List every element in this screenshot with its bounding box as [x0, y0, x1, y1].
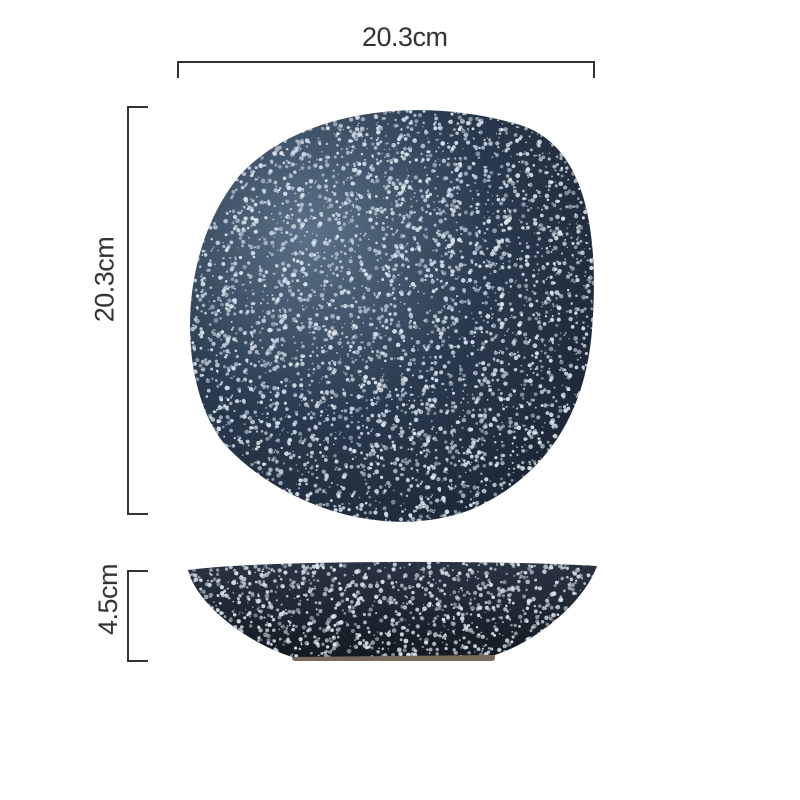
length-label: 20.3cm [89, 236, 120, 323]
width-label: 20.3cm [362, 22, 448, 52]
plate-side-view [188, 561, 597, 661]
plate-top-view [190, 110, 594, 522]
length-dimension-line [127, 106, 148, 515]
height-label: 4.5cm [93, 563, 124, 636]
width-dimension-line [177, 61, 595, 78]
height-dimension-line [127, 570, 148, 662]
